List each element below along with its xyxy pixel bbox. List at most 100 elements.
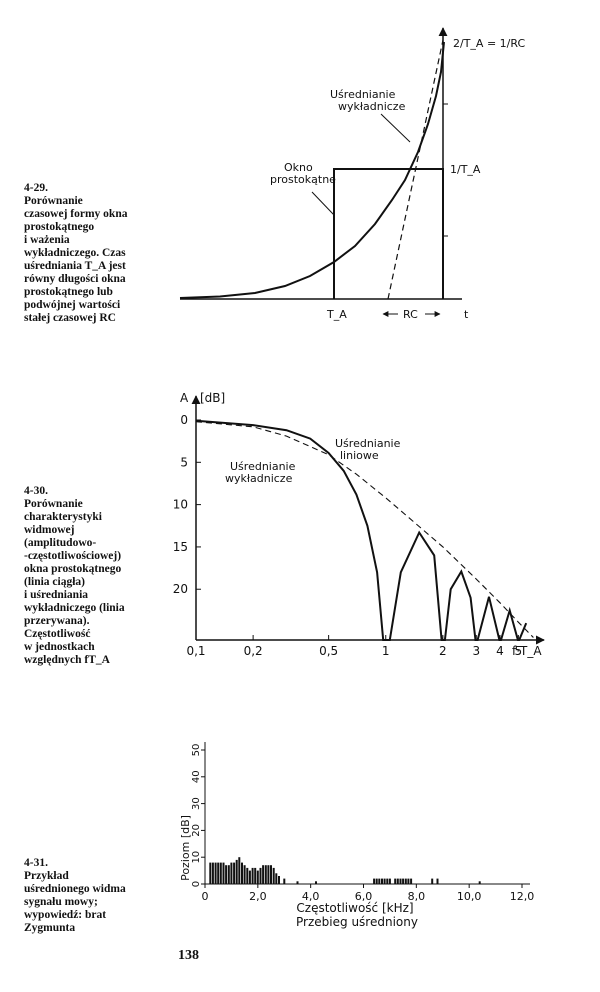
spectrum-bar xyxy=(436,878,439,884)
label-exponential-2: wykładnicze xyxy=(338,100,406,113)
spectrum-bar xyxy=(217,862,220,884)
caption-line: stałej czasowej RC xyxy=(24,312,116,324)
spectrum-bar xyxy=(264,865,267,884)
caption-line: i uśredniania xyxy=(24,589,89,601)
spectrum-bar xyxy=(373,878,376,884)
x-tick-label: 2,0 xyxy=(249,890,267,903)
x-tick-label: 4 xyxy=(496,644,504,658)
x-tick-label: 0,5 xyxy=(319,644,338,658)
x-tick-label: 0,2 xyxy=(244,644,263,658)
caption-line: uśrednionego widma xyxy=(24,883,126,895)
spectrum-bar xyxy=(256,870,259,884)
caption-fig-4-31: 4-31. Przykład uśrednionego widma sygnał… xyxy=(24,857,154,935)
series-linear-averaging xyxy=(195,419,528,641)
label-rectangular-2: prostokątne xyxy=(270,173,336,186)
spectrum-bar xyxy=(238,857,241,884)
caption-fig-4-29: 4-29. Porównanie czasowej formy okna pro… xyxy=(24,182,154,325)
caption-line: wypowiedź: brat xyxy=(24,909,107,921)
x-tick-label: 0,1 xyxy=(186,644,205,658)
x-tick-label: 8,0 xyxy=(408,890,426,903)
spectrum-bar xyxy=(246,867,249,884)
spectrum-bar xyxy=(219,862,222,884)
caption-line: względnych fT_A xyxy=(24,654,110,666)
x-tick-label: 10,0 xyxy=(457,890,482,903)
spectrum-bar xyxy=(278,876,280,884)
caption-line: uśredniania T_A jest xyxy=(24,260,126,272)
spectrum-bar xyxy=(267,865,270,884)
x-tick-label: 5 xyxy=(515,644,523,658)
caption-line: prostokątnego lub xyxy=(24,286,113,298)
spectrum-bar xyxy=(394,878,397,884)
caption-line: Porównanie xyxy=(24,498,83,510)
leader-line xyxy=(311,191,335,216)
spectrum-bar xyxy=(259,867,262,884)
caption-line: podwójnej wartości xyxy=(24,299,121,311)
caption-line: przerywana). xyxy=(24,615,90,627)
label-exp-2: wykładnicze xyxy=(225,472,293,485)
caption-line: sygnału mowy; xyxy=(24,896,98,908)
caption-line: Zygmunta xyxy=(24,922,76,934)
spectrum-bar xyxy=(315,881,317,884)
spectrum-bar xyxy=(211,862,214,884)
spectrum-bar xyxy=(251,867,254,884)
chart-subtitle: Przebieg uśredniony xyxy=(296,915,418,929)
y-tick-label: 5 xyxy=(180,455,188,469)
x-tick-label: 3 xyxy=(472,644,480,658)
caption-line: wykładniczego (linia xyxy=(24,602,125,614)
caption-line: Przykład xyxy=(24,870,69,882)
spectrum-bar xyxy=(431,878,434,884)
label-rc: RC xyxy=(403,308,418,321)
y-tick-label: 30 xyxy=(191,797,202,810)
y-tick-label: 40 xyxy=(191,770,202,783)
rectangular-window-line xyxy=(333,168,444,299)
spectrum-bar xyxy=(262,865,265,884)
spectrum-bar xyxy=(227,865,230,884)
spectrum-bar xyxy=(214,862,217,884)
caption-line: równy długości okna xyxy=(24,273,126,285)
spectrum-bar xyxy=(386,878,389,884)
spectrum-bar xyxy=(222,862,225,884)
spectrum-bar xyxy=(402,878,405,884)
spectrum-bar xyxy=(383,878,386,884)
spectrum-bar xyxy=(209,862,212,884)
figure-4-29: Uśrednianie wykładnicze Okno prostokątne… xyxy=(179,27,525,321)
spectrum-bar xyxy=(283,878,286,884)
y-tick-label: 0 xyxy=(180,413,188,427)
caption-line: i ważenia xyxy=(24,234,70,246)
caption-line: (linia ciągła) xyxy=(24,576,86,588)
caption-line: w jednostkach xyxy=(24,641,95,653)
tangent-dashed-line xyxy=(387,39,444,300)
label-exp-1: Uśrednianie xyxy=(230,460,296,473)
label-rectangular-1: Okno xyxy=(284,161,313,174)
spectrum-bar xyxy=(233,862,236,884)
label-exponential-1: Uśrednianie xyxy=(330,88,396,101)
y-tick-label: 10 xyxy=(191,851,202,864)
y-axis-unit: [dB] xyxy=(200,391,225,405)
caption-line: okna prostokątnego xyxy=(24,563,122,575)
spectrum-bar xyxy=(230,862,233,884)
caption-line: (amplitudowo- xyxy=(24,537,97,549)
spectrum-bar xyxy=(388,878,391,884)
spectrum-bar xyxy=(410,878,413,884)
x-tick-label: 0 xyxy=(202,890,209,903)
spectrum-bar xyxy=(407,878,410,884)
x-tick-label: 4,0 xyxy=(302,890,320,903)
x-tick-label: 12,0 xyxy=(510,890,535,903)
x-tick-label: 6,0 xyxy=(355,890,373,903)
caption-fig-4-30: 4-30. Porównanie charakterystyki widmowe… xyxy=(24,485,154,667)
caption-line: prostokątnego xyxy=(24,221,95,233)
spectrum-bar xyxy=(375,878,378,884)
spectrum-bar xyxy=(399,878,402,884)
caption-line: Porównanie xyxy=(24,195,83,207)
label-2-over-ta: 2/T_A = 1/RC xyxy=(453,37,525,50)
label-1-over-ta: 1/T_A xyxy=(450,163,481,176)
label-linear-2: liniowe xyxy=(340,449,379,462)
caption-number: 4-31. xyxy=(24,857,48,869)
x-axis-label: Częstotliwość [kHz] xyxy=(296,901,413,915)
caption-line: czasowej formy okna xyxy=(24,208,128,220)
x-tick-label: 1 xyxy=(382,644,390,658)
label-ta: T_A xyxy=(326,308,347,321)
exponential-curve xyxy=(179,41,445,299)
y-tick-label: 20 xyxy=(173,582,188,596)
